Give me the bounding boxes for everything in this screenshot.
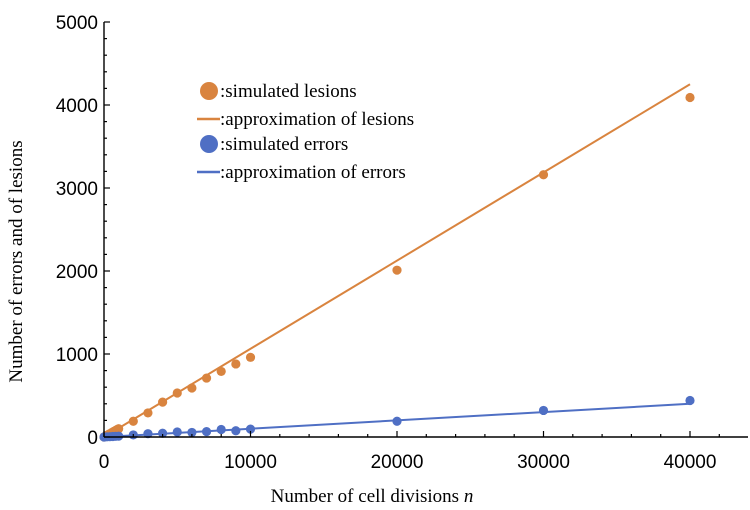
x-ticks: 0 10000 20000 30000 40000: [99, 431, 720, 473]
series-2: [103, 83, 691, 438]
y-tick-label: 4000: [56, 96, 98, 117]
legend-label: :simulated errors: [220, 134, 348, 155]
series-1: [99, 92, 695, 442]
data-point: [685, 395, 695, 406]
x-tick-label: 10000: [224, 452, 277, 473]
y-axis-title: Number of errors and of lesions: [6, 140, 27, 382]
legend-dot-swatch: [200, 82, 218, 100]
y-ticks: 0 1000 2000 3000 4000 5000: [56, 13, 110, 449]
data-point: [685, 92, 695, 103]
series-line: [103, 402, 691, 438]
x-axis-title-text: Number of cell divisions: [271, 486, 459, 507]
legend: :simulated lesions :approximation of lesi…: [197, 81, 414, 183]
data-point: [231, 359, 241, 369]
x-tick-label: 30000: [517, 452, 570, 473]
legend-item: :approximation of errors: [197, 162, 406, 183]
y-tick-label: 3000: [56, 179, 98, 200]
y-tick-label: 0: [87, 428, 98, 449]
y-tick-label: 2000: [56, 262, 98, 283]
y-tick-label: 5000: [56, 13, 98, 34]
data-point: [538, 170, 549, 180]
series-line: [103, 83, 691, 438]
legend-item: :simulated lesions: [200, 81, 357, 102]
x-axis-title-variable: n: [464, 486, 474, 507]
data-point: [245, 352, 256, 362]
legend-item: :simulated errors: [200, 134, 348, 155]
y-tick-label: 1000: [56, 345, 98, 366]
x-tick-label: 20000: [371, 452, 424, 473]
data-point: [216, 366, 226, 377]
data-point: [231, 426, 241, 436]
data-point: [143, 408, 153, 418]
axes: [103, 22, 748, 438]
series-4: [103, 402, 691, 438]
data-point: [538, 405, 549, 416]
x-tick-label: 40000: [664, 452, 717, 473]
data-point: [392, 265, 402, 275]
x-tick-label: 0: [99, 452, 110, 473]
plot-area: [99, 83, 695, 442]
legend-label: :approximation of lesions: [220, 109, 414, 130]
legend-label: :simulated lesions: [220, 81, 357, 102]
x-axis-title: Number of cell divisions n: [271, 486, 474, 507]
legend-item: :approximation of lesions: [197, 109, 414, 130]
legend-label: :approximation of errors: [220, 162, 406, 183]
legend-dot-swatch: [200, 135, 218, 153]
